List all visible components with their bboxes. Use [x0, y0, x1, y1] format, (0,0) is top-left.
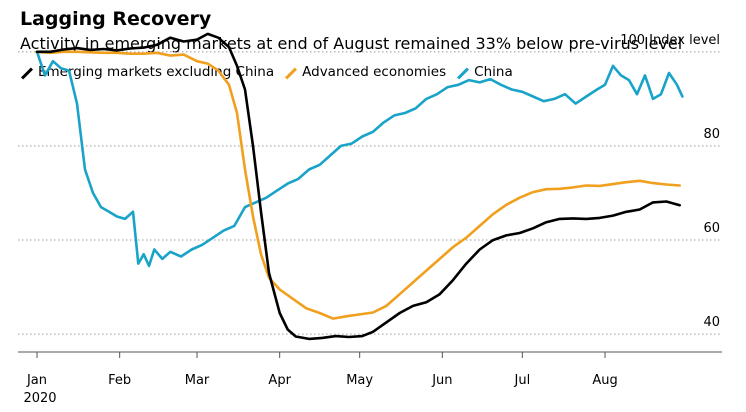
legend-item-advanced: Advanced economies [284, 64, 446, 80]
y-tick-label: 100 Index level [620, 33, 720, 48]
x-tick-label: Apr [268, 373, 291, 388]
x-tick-label: Jul [514, 373, 531, 388]
x-tick-label: Feb [108, 373, 131, 388]
y-tick-label: 60 [703, 221, 720, 236]
series-line-em-ex-china [35, 32, 681, 341]
y-tick-label: 80 [703, 127, 720, 142]
x-tick-label: Jun [431, 373, 452, 388]
legend-item-china: China [456, 64, 513, 80]
legend-label-china: China [474, 64, 513, 80]
y-tick-label: 40 [703, 315, 720, 330]
x-tick-label: Mar [185, 373, 210, 388]
x-tick-label: Jan [26, 373, 47, 388]
chart-title: Lagging Recovery [20, 8, 212, 30]
x-tick-label: Aug [592, 373, 617, 388]
series-line-advanced [35, 50, 681, 320]
x-tick-label-year: 2020 [23, 391, 56, 406]
x-tick-label: May [346, 373, 373, 388]
series-line-china [35, 50, 684, 268]
chart-subtitle: Activity in emerging markets at end of A… [20, 34, 683, 53]
legend-label-advanced: Advanced economies [302, 64, 447, 80]
